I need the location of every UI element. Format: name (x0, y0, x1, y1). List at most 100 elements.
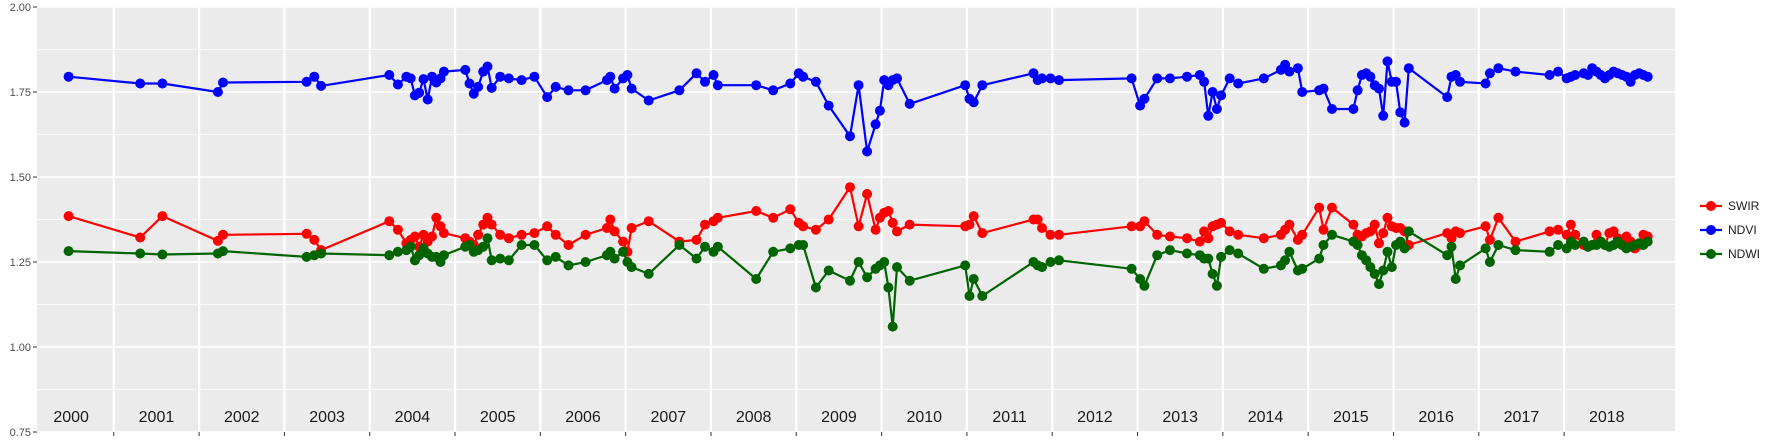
data-point-ndvi (691, 68, 702, 79)
data-point-ndvi (301, 76, 312, 87)
data-point-ndvi (422, 94, 433, 105)
data-point-swir (473, 229, 484, 240)
data-point-ndwi (1553, 240, 1564, 250)
data-point-ndvi (438, 66, 449, 77)
data-point-ndwi (1054, 255, 1064, 266)
data-point-swir (495, 229, 506, 240)
data-point-ndwi (1203, 253, 1214, 264)
series-points (63, 56, 1653, 332)
data-point-ndwi (883, 282, 894, 293)
data-point-ndwi (1510, 245, 1521, 256)
data-point-ndwi (1382, 246, 1393, 257)
data-point-ndvi (218, 77, 228, 88)
year-labels: 2000 2001 2002 2003 2004 2005 2006 2007 2008 2009… (53, 409, 1624, 426)
data-point-swir (964, 219, 975, 230)
data-point-ndvi (798, 71, 809, 82)
data-point-ndvi (392, 79, 403, 90)
data-point-ndwi (785, 243, 796, 254)
data-point-swir (1045, 229, 1056, 240)
data-point-swir (785, 204, 796, 215)
data-point-ndwi (1280, 255, 1291, 266)
data-point-ndwi (1403, 226, 1414, 237)
data-point-ndvi (1442, 92, 1453, 103)
y-tick-label: 1.00 (10, 342, 31, 354)
data-point-swir (1233, 229, 1244, 240)
data-point-ndvi (157, 78, 168, 89)
data-point-swir (503, 233, 514, 244)
data-point-ndvi (1203, 110, 1214, 121)
data-point-ndwi (691, 253, 702, 264)
year-label: 2013 (1162, 409, 1198, 426)
data-point-swir (1203, 233, 1214, 244)
data-point-ndvi (1553, 66, 1564, 77)
data-point-ndwi (1139, 280, 1150, 291)
data-point-swir (1374, 238, 1384, 249)
data-point-swir (1565, 219, 1576, 230)
data-point-swir (883, 206, 894, 216)
data-point-ndwi (904, 275, 915, 286)
legend-key-point (1706, 225, 1716, 235)
data-point-ndwi (1352, 240, 1363, 250)
data-point-swir (853, 221, 864, 232)
data-point-ndwi (1399, 243, 1410, 254)
data-point-ndvi (63, 71, 74, 82)
data-point-ndvi (1211, 104, 1222, 114)
data-point-ndwi (542, 255, 553, 266)
data-point-ndwi (1442, 250, 1453, 261)
data-point-ndwi (887, 321, 898, 332)
data-point-ndwi (580, 257, 591, 267)
year-label: 2003 (309, 409, 345, 426)
data-point-ndvi (495, 71, 506, 82)
data-point-ndwi (964, 291, 975, 301)
data-point-ndvi (1348, 104, 1359, 114)
data-point-ndwi (845, 275, 855, 286)
data-point-swir (1484, 234, 1495, 245)
data-point-swir (63, 211, 74, 222)
data-point-swir (845, 182, 855, 193)
year-label: 2011 (992, 409, 1027, 426)
data-point-ndvi (1297, 87, 1308, 97)
data-point-ndvi (892, 73, 902, 84)
data-point-ndwi (478, 241, 489, 252)
data-point-ndvi (1152, 73, 1163, 84)
year-label: 2018 (1589, 409, 1625, 426)
data-point-ndvi (708, 70, 719, 80)
data-point-swir (605, 214, 616, 225)
data-point-ndvi (674, 85, 685, 96)
data-point-ndvi (609, 83, 620, 94)
data-point-swir (691, 234, 702, 245)
data-point-swir (438, 228, 449, 239)
data-point-ndvi (1544, 70, 1555, 80)
data-point-ndwi (1493, 240, 1504, 250)
data-point-ndvi (1126, 73, 1137, 84)
y-tick-label: 1.75 (10, 87, 31, 99)
y-axis: 0.75 1.00 1.25 1.50 1.75 2.00 (10, 2, 37, 439)
data-point-ndwi (1450, 274, 1461, 284)
year-label: 2001 (139, 409, 175, 426)
data-point-ndvi (768, 85, 779, 96)
data-point-ndvi (503, 73, 514, 84)
data-point-swir (1348, 219, 1359, 230)
data-point-ndwi (1374, 279, 1384, 290)
data-point-swir (1032, 214, 1043, 225)
data-point-swir (870, 224, 881, 235)
data-point-ndwi (1037, 262, 1047, 273)
data-point-ndwi (862, 272, 873, 283)
data-point-swir (887, 217, 898, 228)
data-point-ndvi (1365, 71, 1376, 82)
data-point-ndwi (1314, 253, 1325, 264)
data-point-ndvi (384, 70, 395, 80)
data-point-ndvi (1318, 83, 1329, 94)
y-tick-label: 2.00 (10, 2, 31, 14)
data-point-ndwi (674, 240, 685, 250)
data-point-ndwi (977, 291, 988, 301)
year-label: 2000 (53, 409, 89, 426)
data-point-swir (823, 214, 834, 225)
data-point-ndwi (879, 257, 890, 267)
data-point-ndvi (605, 71, 616, 82)
data-point-swir (904, 219, 915, 230)
data-point-swir (218, 229, 228, 240)
data-point-ndwi (301, 251, 312, 262)
data-point-ndwi (1386, 262, 1397, 273)
data-point-ndwi (1182, 248, 1192, 259)
